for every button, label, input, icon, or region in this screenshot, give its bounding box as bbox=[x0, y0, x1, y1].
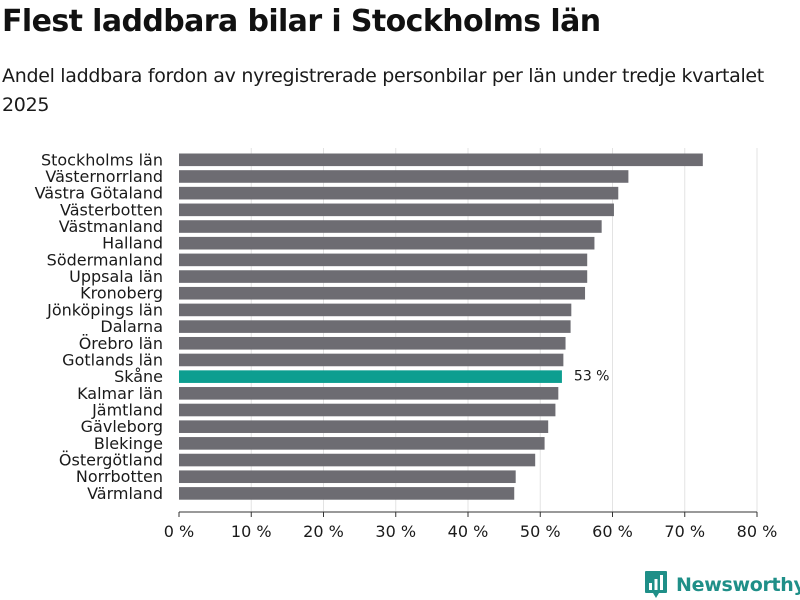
bar-county bbox=[179, 336, 566, 350]
bar-county bbox=[179, 153, 703, 167]
bar-county bbox=[179, 286, 586, 300]
x-tick-label: 80 % bbox=[737, 522, 778, 541]
bar-county bbox=[179, 437, 545, 450]
bar-highlighted bbox=[179, 370, 562, 383]
bar-county bbox=[179, 203, 614, 217]
category-label: Västmanland bbox=[59, 217, 163, 236]
bar-county bbox=[179, 470, 516, 484]
logo-text: Newsworthy bbox=[676, 574, 800, 596]
x-tick-label: 0 % bbox=[164, 522, 194, 541]
category-label: Värmland bbox=[87, 484, 163, 503]
x-tick-label: 10 % bbox=[231, 522, 272, 541]
bar-county bbox=[179, 487, 515, 500]
bar-county bbox=[179, 270, 588, 283]
chart-subtitle: Andel laddbara fordon av nyregistrerade … bbox=[2, 65, 764, 116]
category-label: Halland bbox=[102, 234, 163, 253]
data-label: 53 % bbox=[574, 369, 610, 385]
x-tick-label: 20 % bbox=[303, 522, 344, 541]
bar-county bbox=[179, 303, 572, 317]
category-label: Uppsala län bbox=[69, 267, 163, 286]
annotations: 53 % bbox=[574, 369, 610, 385]
bar-county bbox=[179, 320, 571, 333]
chart-title: Flest laddbara bilar i Stockholms län bbox=[2, 4, 601, 39]
x-tick-label: 70 % bbox=[664, 522, 705, 541]
bars bbox=[179, 153, 703, 500]
x-tick-label: 50 % bbox=[520, 522, 561, 541]
x-tick-label: 30 % bbox=[375, 522, 416, 541]
category-label: Dalarna bbox=[100, 317, 163, 336]
bar-county bbox=[179, 353, 564, 367]
category-label: Västra Götaland bbox=[35, 184, 163, 203]
bar-chart-speech-bubble-icon bbox=[645, 571, 667, 598]
category-label: Jönköpings län bbox=[46, 300, 163, 319]
bar-county bbox=[179, 186, 619, 200]
newsworthy-logo: Newsworthy bbox=[644, 570, 800, 600]
bar-county bbox=[179, 253, 588, 267]
category-label: Skåne bbox=[114, 367, 163, 386]
category-label: Jämtland bbox=[91, 401, 163, 420]
x-axis: 0 % 10 % 20 % 30 % 40 % 50 % 60 % 70 % 80 % bbox=[164, 511, 778, 541]
category-label: Gotlands län bbox=[62, 350, 163, 369]
bar-county bbox=[179, 403, 556, 417]
bar-county bbox=[179, 170, 629, 183]
category-label: Norrbotten bbox=[76, 467, 163, 486]
category-label: Örebro län bbox=[79, 334, 163, 353]
category-label: Östergötland bbox=[59, 451, 163, 470]
x-tick-label: 40 % bbox=[448, 522, 489, 541]
category-label: Södermanland bbox=[47, 250, 163, 269]
bar-county bbox=[179, 387, 559, 400]
bar-county bbox=[179, 236, 595, 250]
category-label: Gävleborg bbox=[81, 417, 163, 436]
category-label: Kronoberg bbox=[80, 284, 163, 303]
bar-county bbox=[179, 220, 602, 233]
category-label: Västernorrland bbox=[45, 167, 163, 186]
category-label: Västerbotten bbox=[60, 200, 163, 219]
category-label: Stockholms län bbox=[41, 150, 163, 169]
category-label: Kalmar län bbox=[77, 384, 163, 403]
bar-county bbox=[179, 420, 549, 433]
x-tick-label: 60 % bbox=[592, 522, 633, 541]
bar-county bbox=[179, 453, 536, 467]
category-label: Blekinge bbox=[94, 434, 163, 453]
